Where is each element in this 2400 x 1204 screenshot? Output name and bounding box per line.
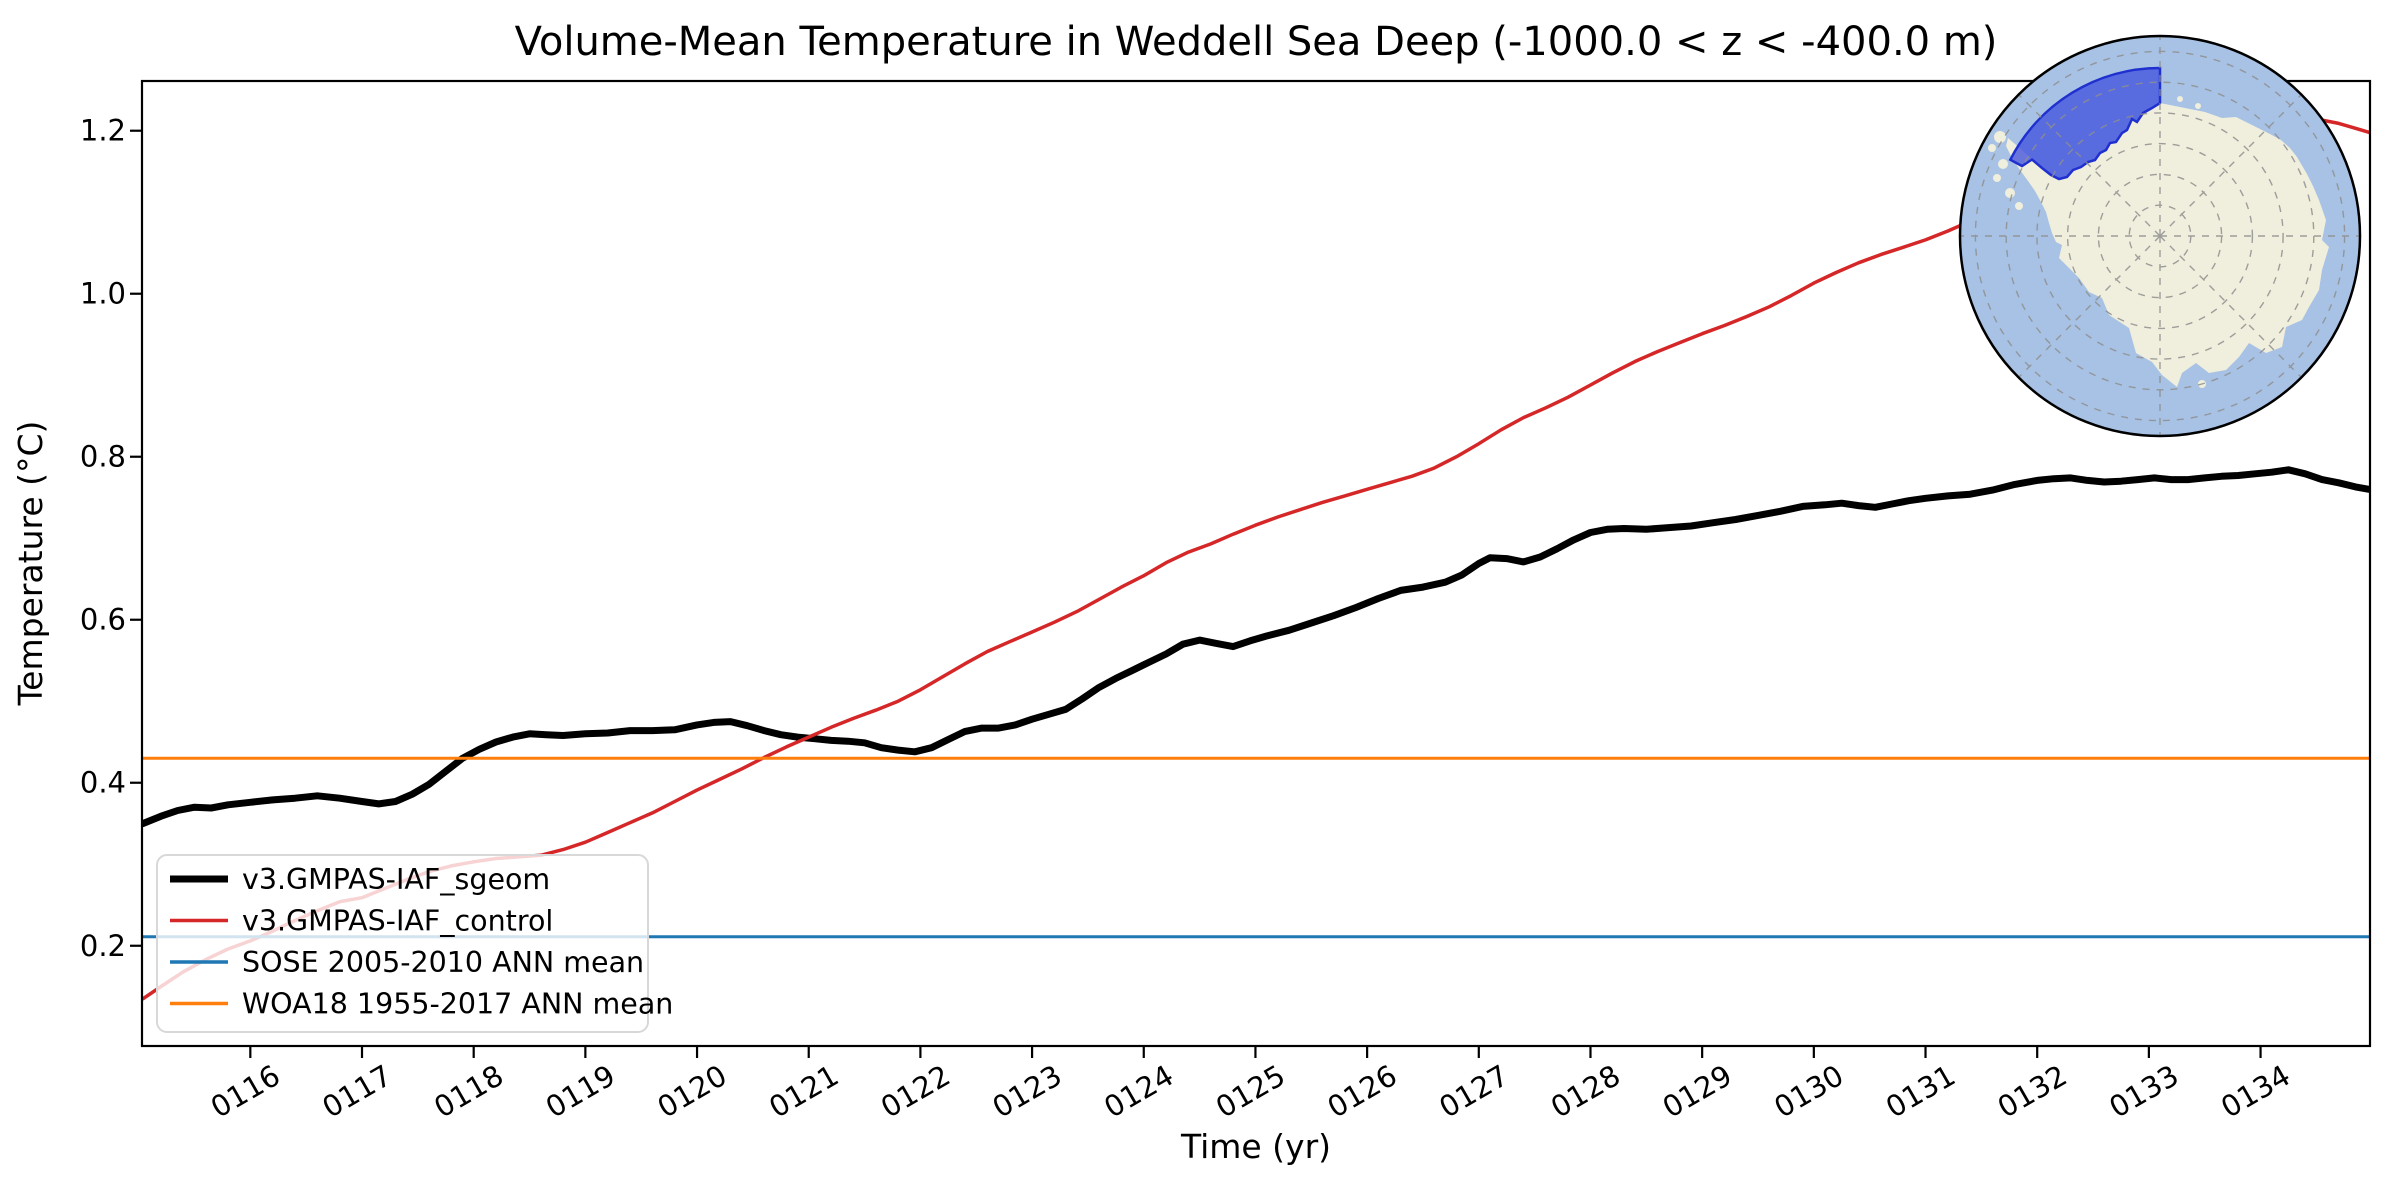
y-axis-label: Temperature (°C) [11, 421, 50, 707]
map-weddell-region-highlight [2008, 66, 2162, 181]
x-tick-label: 0116 [205, 1058, 286, 1124]
x-tick-label: 0130 [1768, 1058, 1849, 1124]
x-tick-label: 0125 [1210, 1058, 1291, 1124]
x-tick-label: 0132 [1992, 1058, 2073, 1124]
y-axis-ticks: 0.2 0.4 0.6 0.8 1.0 1.2 [80, 114, 142, 963]
y-tick-label: 0.6 [80, 603, 126, 637]
x-tick-label: 0122 [875, 1058, 956, 1124]
map-graticule [1961, 37, 2359, 435]
legend-entry-label-1: v3.GMPAS-IAF_control [242, 905, 553, 938]
legend-entry-label-0: v3.GMPAS-IAF_sgeom [242, 863, 550, 896]
x-tick-label: 0120 [652, 1058, 733, 1124]
x-tick-label: 0128 [1545, 1058, 1626, 1124]
y-tick-label: 0.8 [80, 440, 126, 474]
x-tick-label: 0119 [540, 1058, 621, 1124]
x-tick-label: 0121 [763, 1058, 844, 1124]
legend-entry-label-2: SOSE 2005-2010 ANN mean [242, 946, 644, 979]
x-axis-ticks: 0116 0117 0118 0119 0120 0121 0122 0123 0124 0125… [205, 1046, 2296, 1125]
x-tick-label: 0127 [1433, 1058, 1514, 1124]
map-land-antarctica [2006, 103, 2329, 387]
x-tick-label: 0131 [1880, 1058, 1961, 1124]
x-tick-label: 0117 [317, 1058, 398, 1124]
x-tick-label: 0129 [1657, 1058, 1738, 1124]
y-tick-label: 0.2 [80, 929, 126, 963]
x-tick-label: 0118 [428, 1058, 509, 1124]
antarctica-inset-map [1958, 34, 2362, 438]
chart-title: Volume-Mean Temperature in Weddell Sea D… [515, 19, 1998, 65]
legend-entry-label-3: WOA18 1955-2017 ANN mean [242, 988, 673, 1021]
series-line-0 [142, 466, 2370, 827]
legend: v3.GMPAS-IAF_sgeom v3.GMPAS-IAF_control SO… [156, 854, 673, 1033]
x-tick-label: 0123 [987, 1058, 1068, 1124]
x-tick-label: 0124 [1098, 1058, 1179, 1124]
y-tick-label: 1.2 [80, 114, 126, 148]
y-tick-label: 0.4 [80, 766, 126, 800]
axes-frame [140, 79, 2372, 1048]
map-islands [1988, 96, 2206, 388]
legend-box [156, 854, 649, 1033]
y-tick-label: 1.0 [80, 277, 126, 311]
map-outline [1958, 34, 2362, 438]
x-axis-label: Time (yr) [1180, 1127, 1331, 1166]
x-tick-label: 0126 [1322, 1058, 1403, 1124]
x-tick-label: 0134 [2215, 1058, 2296, 1124]
x-tick-label: 0133 [2103, 1058, 2184, 1124]
